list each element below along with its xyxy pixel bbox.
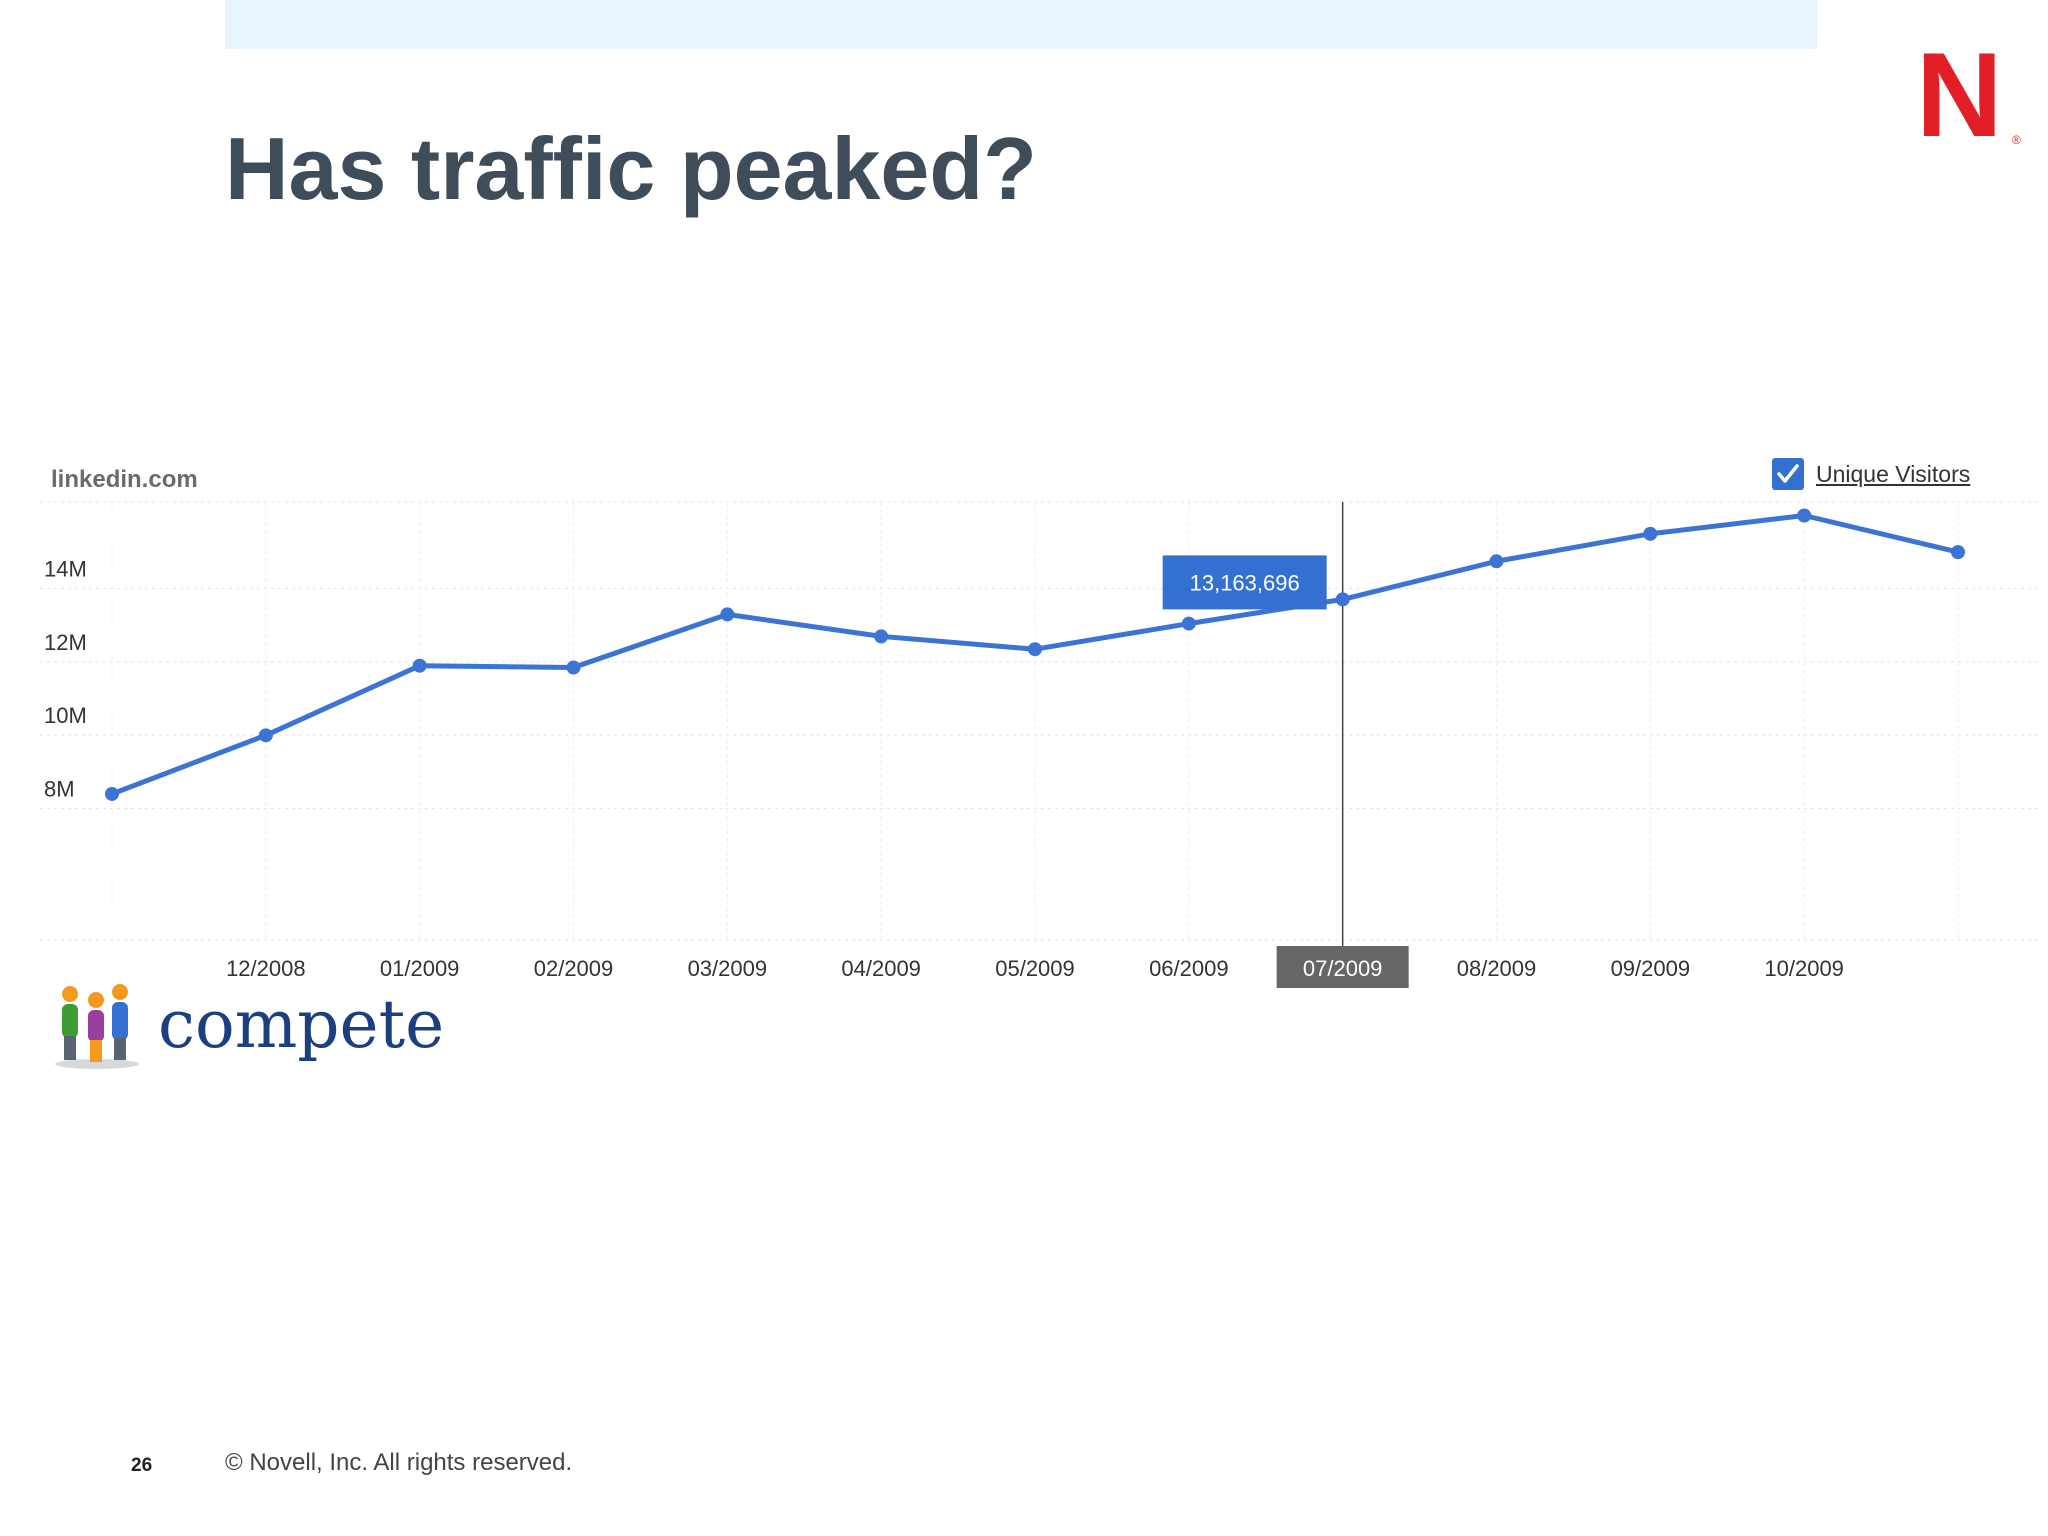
copyright-notice: © Novell, Inc. All rights reserved.	[225, 1449, 573, 1476]
data-point[interactable]	[1489, 554, 1504, 569]
logo-letter: N	[1916, 44, 2003, 148]
data-point[interactable]	[1797, 508, 1812, 523]
legend-label[interactable]: Unique Visitors	[1816, 460, 1971, 487]
data-point[interactable]	[720, 607, 735, 622]
page-number: 26	[131, 1455, 153, 1476]
x-tick-label: 08/2009	[1457, 956, 1537, 981]
tooltip-value: 13,163,696	[1190, 570, 1300, 595]
people-icon	[55, 984, 139, 1069]
y-tick-label: 14M	[44, 557, 87, 582]
x-tick-label: 01/2009	[380, 956, 460, 981]
chart-site-label: linkedin.com	[51, 466, 198, 493]
page-title: Has traffic peaked?	[225, 119, 1037, 218]
data-points	[105, 508, 1965, 801]
x-tick-label: 05/2009	[995, 956, 1075, 981]
compete-logo: compete	[52, 980, 444, 1070]
legend-checkbox[interactable]	[1772, 458, 1804, 490]
data-point[interactable]	[258, 728, 273, 743]
y-tick-label: 8M	[44, 776, 75, 801]
grid-layer	[40, 501, 2040, 941]
data-point[interactable]	[1951, 545, 1965, 560]
checkmark-icon	[1777, 464, 1799, 483]
x-tick-label: 03/2009	[688, 956, 768, 981]
chart-area: 14M 12M 10M 8M 12/2008 01/2009 02/2009 03/2009…	[0, 440, 2048, 1000]
x-tick-highlight	[1276, 946, 1409, 988]
y-tick-label: 12M	[44, 630, 87, 655]
x-tick-label: 06/2009	[1149, 956, 1229, 981]
traffic-chart: 14M 12M 10M 8M 12/2008 01/2009 02/2009 03/2009…	[40, 501, 2040, 988]
data-point[interactable]	[874, 629, 889, 644]
x-tick-label: 07/2009	[1303, 956, 1383, 981]
tooltip-box	[1162, 555, 1327, 610]
value-tooltip: 13,163,696	[1162, 555, 1327, 610]
data-point[interactable]	[1028, 642, 1042, 657]
data-point[interactable]	[412, 658, 427, 673]
top-band	[225, 0, 1817, 49]
data-point[interactable]	[1335, 592, 1350, 607]
novell-logo: N ®	[1916, 44, 2021, 148]
x-tick-label: 04/2009	[841, 956, 921, 981]
logo-registered: ®	[2012, 133, 2021, 147]
x-tick-label: 02/2009	[534, 956, 614, 981]
y-tick-label: 10M	[44, 703, 87, 728]
chart-legend[interactable]: Unique Visitors	[1772, 458, 1970, 490]
x-tick-label: 12/2008	[226, 956, 306, 981]
data-point[interactable]	[1181, 616, 1196, 631]
data-point[interactable]	[105, 786, 119, 801]
x-tick-label: 09/2009	[1611, 956, 1691, 981]
x-tick-label: 10/2009	[1764, 956, 1844, 981]
compete-wordmark: compete	[158, 986, 445, 1063]
y-axis-ticks: 14M 12M 10M 8M	[44, 557, 87, 802]
data-point[interactable]	[1643, 526, 1658, 541]
data-point[interactable]	[566, 660, 581, 675]
x-axis-ticks: 12/2008 01/2009 02/2009 03/2009 04/2009 05/20…	[226, 946, 1844, 988]
